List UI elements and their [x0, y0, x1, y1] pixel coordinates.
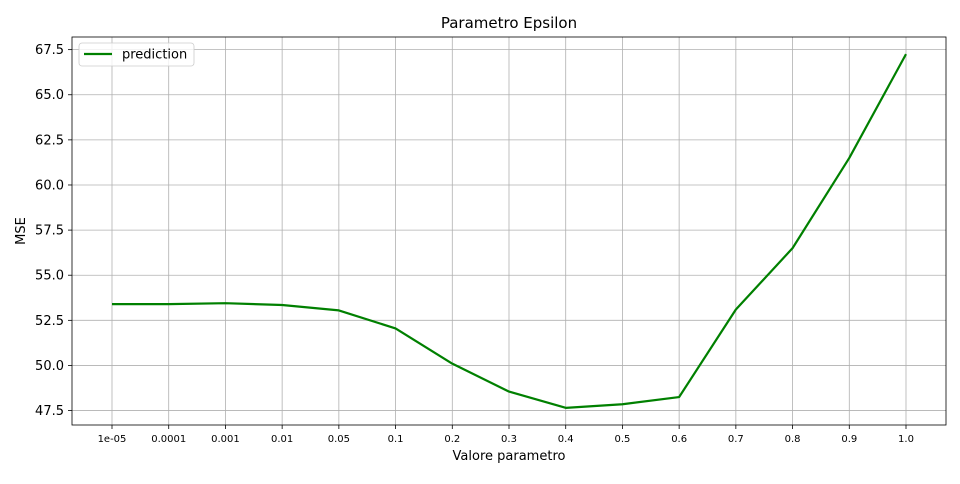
x-tick-label: 0.0001 [151, 434, 186, 445]
y-axis-title: MSE [14, 217, 29, 245]
y-tick-label: 67.5 [35, 43, 64, 58]
x-tick-label: 0.9 [841, 434, 857, 445]
x-tick-label: 0.01 [271, 434, 293, 445]
y-tick-label: 60.0 [35, 178, 64, 193]
legend: prediction [78, 42, 195, 67]
x-tick-label: 0.2 [444, 434, 460, 445]
y-tick-label: 52.5 [35, 314, 64, 329]
x-tick-label: 0.4 [558, 434, 574, 445]
x-tick-label: 0.7 [728, 434, 744, 445]
x-tick-label: 0.1 [388, 434, 404, 445]
y-tick-label: 47.5 [35, 404, 64, 419]
x-tick-label: 0.6 [671, 434, 687, 445]
x-tick-label: 0.8 [785, 434, 801, 445]
x-axis-title: Valore parametro [453, 449, 566, 464]
x-tick-label: 0.001 [211, 434, 240, 445]
chart-title: Parametro Epsilon [441, 14, 577, 32]
plot-frame [71, 36, 947, 426]
x-axis-ticks: 1e-05 0.0001 0.001 0.01 0.05 0.1 0.2 0.3 0.4 0.5 0… [98, 425, 914, 445]
y-tick-label: 62.5 [35, 133, 64, 148]
y-tick-label: 65.0 [35, 88, 64, 103]
y-tick-label: 55.0 [35, 269, 64, 284]
legend-box [78, 42, 195, 67]
legend-label-prediction: prediction [122, 48, 187, 63]
y-tick-label: 50.0 [35, 359, 64, 374]
grid [72, 37, 946, 425]
series-line-prediction [112, 53, 907, 409]
x-tick-label: 0.5 [614, 434, 630, 445]
x-tick-label: 0.05 [328, 434, 350, 445]
x-tick-label: 1.0 [898, 434, 914, 445]
x-tick-label: 0.3 [501, 434, 517, 445]
y-axis-ticks: 47.5 50.0 52.5 55.0 57.5 60.0 62.5 65.0 67.5 [35, 43, 72, 419]
y-tick-label: 57.5 [35, 224, 64, 239]
x-tick-label: 1e-05 [98, 434, 127, 445]
